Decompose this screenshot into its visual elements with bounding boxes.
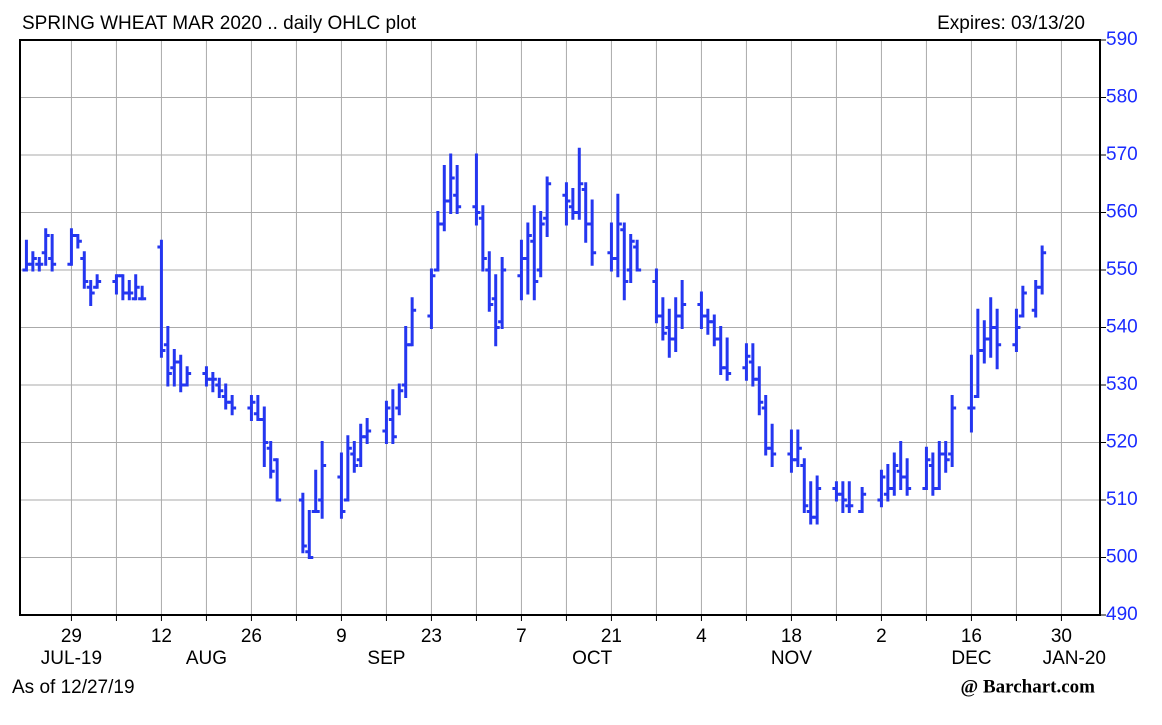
y-tick-label: 530 — [1106, 374, 1138, 395]
grid: 490 500 510 520 530 540 550 560 570 580 590 29 12 26 9… — [20, 29, 1138, 669]
as-of: As of 12/27/19 — [12, 677, 135, 698]
x-tick-label: 23 — [421, 626, 442, 647]
month-label: SEP — [367, 648, 405, 669]
x-tick-label: 29 — [61, 626, 82, 647]
month-label: DEC — [951, 648, 991, 669]
month-label: JAN-20 — [1043, 648, 1106, 669]
x-tick-label: 2 — [876, 626, 887, 647]
chart-title: SPRING WHEAT MAR 2020 .. daily OHLC plot — [22, 13, 417, 34]
x-tick-label: 16 — [961, 626, 982, 647]
x-tick-label: 21 — [601, 626, 622, 647]
y-tick-label: 490 — [1106, 604, 1138, 625]
y-tick-label: 560 — [1106, 202, 1138, 223]
plot-frame — [19, 39, 1101, 616]
bars — [22, 147, 1047, 559]
x-tick-label: 4 — [696, 626, 707, 647]
y-tick-label: 510 — [1106, 489, 1138, 510]
y-tick-label: 590 — [1106, 29, 1138, 50]
y-tick-label: 500 — [1106, 547, 1138, 568]
month-label: JUL-19 — [41, 648, 102, 669]
x-tick-label: 18 — [781, 626, 802, 647]
y-tick-label: 580 — [1106, 87, 1138, 108]
y-tick-label: 570 — [1106, 144, 1138, 165]
month-label: NOV — [771, 648, 813, 669]
month-label: AUG — [186, 648, 227, 669]
y-tick-label: 520 — [1106, 432, 1138, 453]
month-label: OCT — [572, 648, 613, 669]
x-tick-label: 7 — [516, 626, 527, 647]
y-tick-label: 540 — [1106, 317, 1138, 338]
x-tick-label: 30 — [1051, 626, 1072, 647]
x-tick-label: 26 — [241, 626, 262, 647]
source: @ Barchart.com — [961, 676, 1096, 697]
expires: Expires: 03/13/20 — [937, 13, 1085, 34]
x-tick-label: 12 — [151, 626, 172, 647]
y-tick-label: 550 — [1106, 259, 1138, 280]
x-tick-label: 9 — [336, 626, 347, 647]
